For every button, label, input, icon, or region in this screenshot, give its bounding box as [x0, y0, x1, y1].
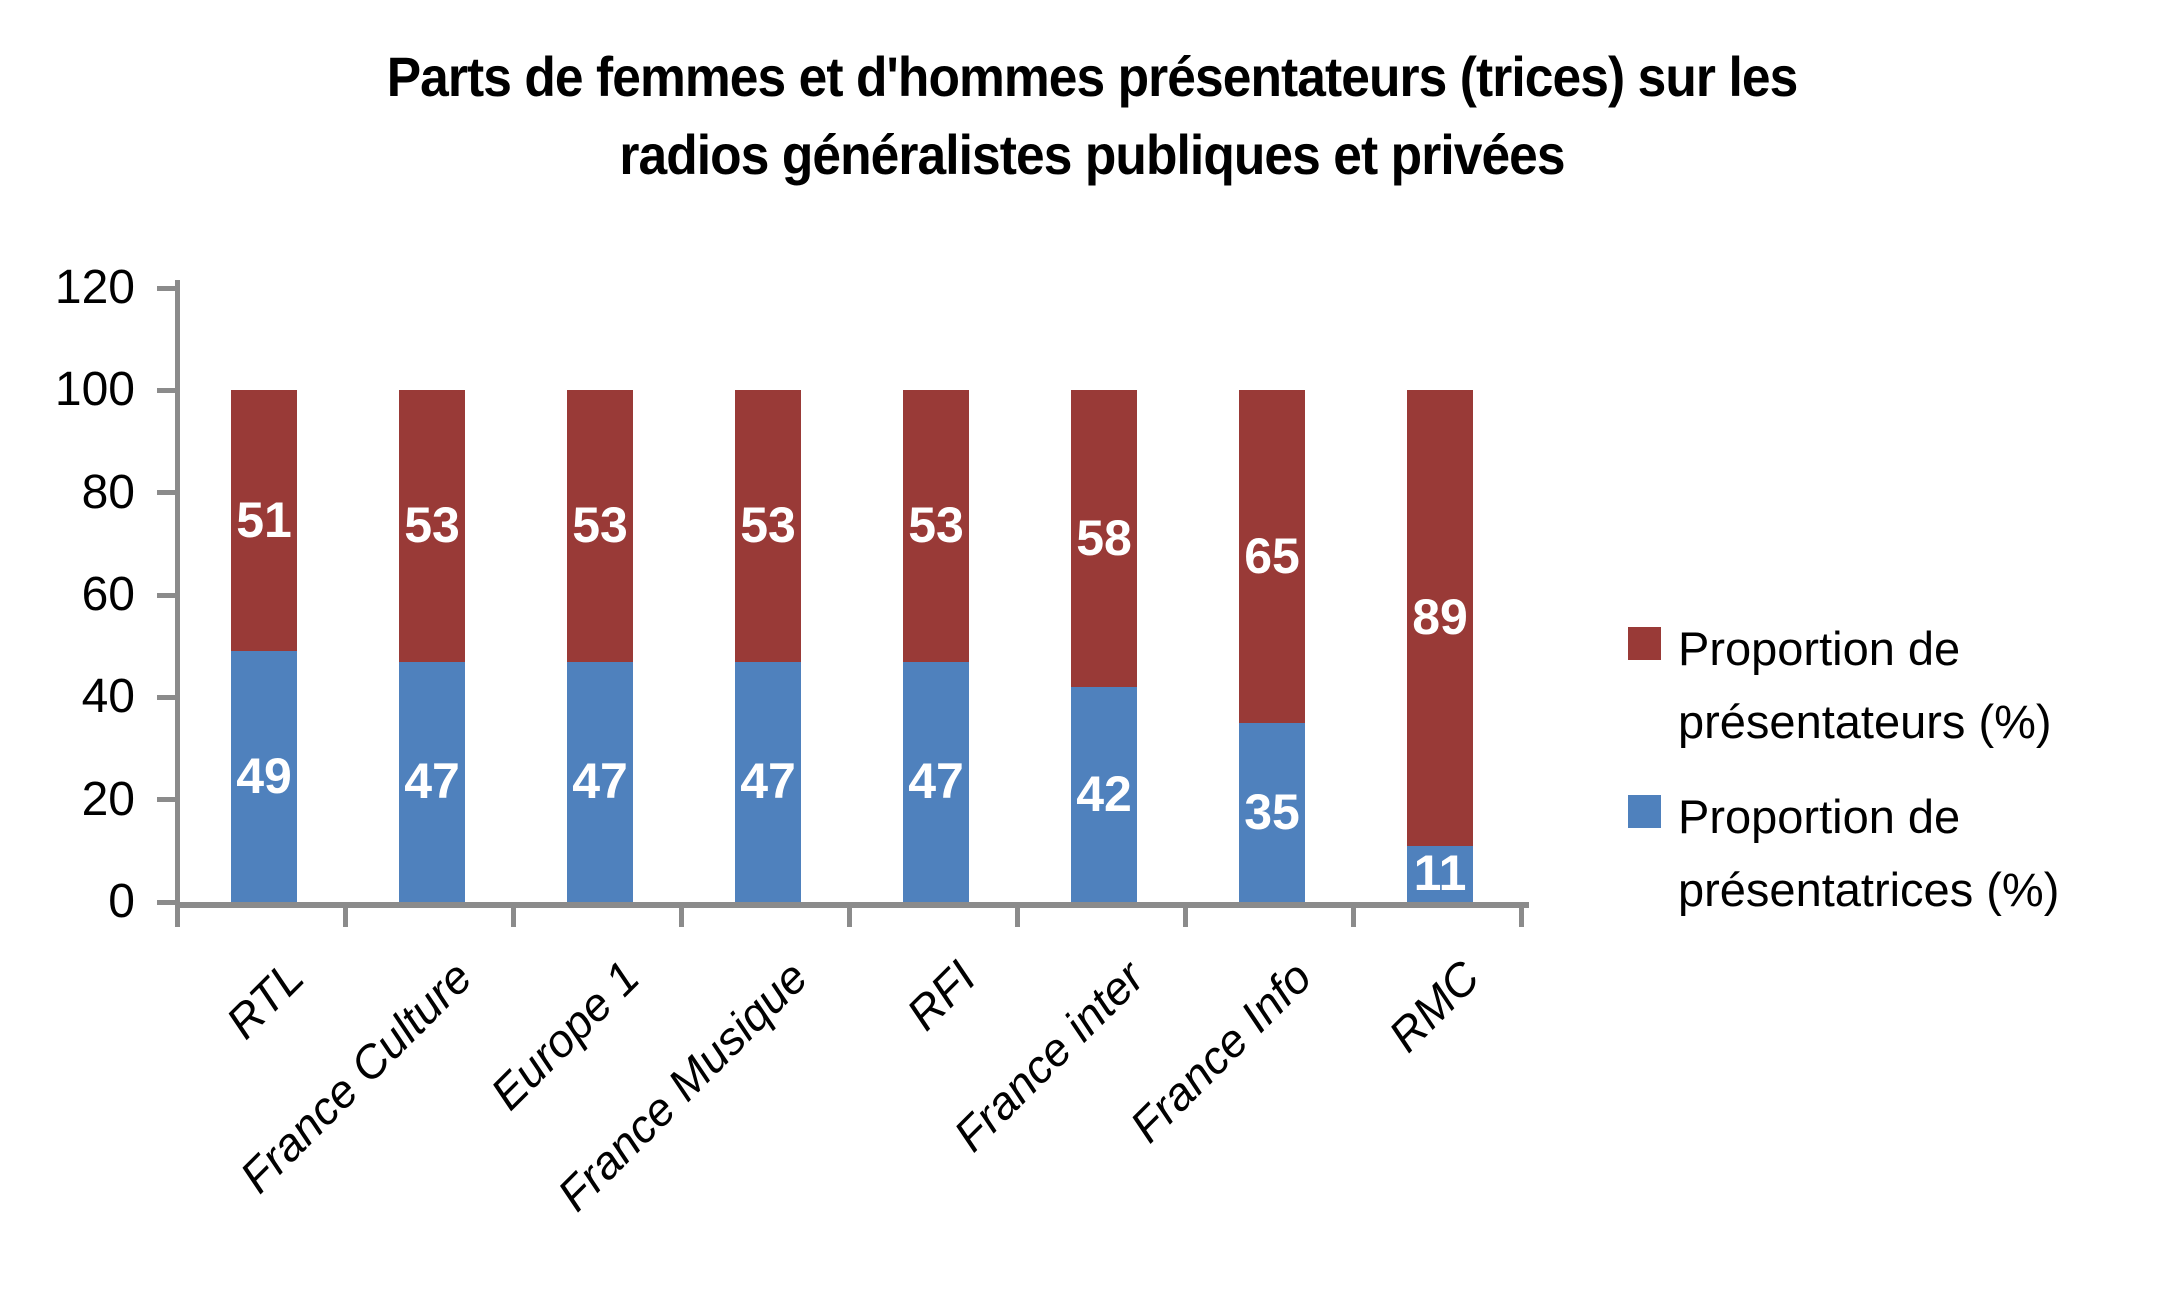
chart-title-line1: Parts de femmes et d'hommes présentateur… — [386, 45, 1799, 108]
legend-swatch-presentatrices — [1628, 795, 1661, 828]
bar-segment-presentateurs-france-info: 65 — [1239, 390, 1305, 723]
bar-france-culture: 53 47 — [399, 390, 465, 902]
bar-europe-1: 53 47 — [567, 390, 633, 902]
bar-value-label: 47 — [404, 753, 460, 809]
bar-france-inter: 58 42 — [1071, 390, 1137, 902]
y-axis-tick-0 — [157, 899, 175, 905]
x-axis-tick-7 — [1351, 908, 1356, 927]
chart-title-line2: radios généralistes publiques et privées — [619, 123, 1565, 186]
bar-rmc: 89 11 — [1407, 390, 1473, 902]
bar-value-label: 51 — [236, 492, 292, 549]
bar-segment-presentatrices-europe-1: 47 — [567, 661, 633, 902]
bar-value-label: 42 — [1076, 765, 1132, 822]
bar-value-label: 47 — [572, 753, 628, 809]
bar-segment-presentatrices-rmc: 11 — [1407, 845, 1473, 902]
y-axis-tick-label-40: 40 — [81, 670, 135, 724]
bar-segment-presentatrices-france-inter: 42 — [1071, 687, 1137, 902]
y-axis-tick-20 — [157, 797, 175, 803]
legend-label-presentatrices: Proportion de présentatrices (%) — [1678, 790, 2060, 916]
y-axis-line — [175, 280, 180, 920]
x-axis-label-rmc: RMC — [1378, 950, 1490, 1062]
bar-value-label: 58 — [1076, 509, 1132, 566]
legend-item-presentatrices: Proportion de présentatrices (%) — [1628, 780, 2138, 926]
legend: Proportion de présentateurs (%) Proporti… — [1628, 612, 2138, 948]
bar-segment-presentatrices-france-culture: 47 — [399, 661, 465, 902]
x-axis-tick-3 — [679, 908, 684, 927]
y-axis-tick-40 — [157, 694, 175, 700]
x-axis-tick-5 — [1015, 908, 1020, 927]
legend-label-presentateurs: Proportion de présentateurs (%) — [1678, 622, 2052, 748]
bar-segment-presentateurs-rfi: 53 — [903, 390, 969, 662]
bar-value-label: 11 — [1413, 845, 1467, 902]
y-axis-tick-label-100: 100 — [54, 363, 135, 417]
bar-value-label: 35 — [1244, 783, 1300, 840]
bar-segment-presentatrices-rfi: 47 — [903, 661, 969, 902]
y-axis-tick-label-0: 0 — [108, 875, 135, 928]
legend-swatch-presentateurs — [1628, 627, 1661, 660]
bar-value-label: 53 — [908, 497, 964, 554]
bar-segment-presentateurs-france-inter: 58 — [1071, 390, 1137, 688]
bar-segment-presentateurs-rmc: 89 — [1407, 390, 1473, 846]
y-axis-tick-100 — [157, 387, 175, 393]
x-axis-tick-6 — [1183, 908, 1188, 927]
x-axis-label-france-info: France Info — [1120, 950, 1322, 1153]
bar-value-label: 89 — [1412, 589, 1468, 646]
x-axis-label-rfi: RFI — [896, 950, 986, 1040]
bar-france-musique: 53 47 — [735, 390, 801, 902]
bar-segment-presentateurs-france-culture: 53 — [399, 390, 465, 662]
plot-area: 0 20 40 60 80 100 120 51 49 RTL 53 47 France Culture… — [55, 261, 1529, 1221]
y-axis-tick-80 — [157, 490, 175, 496]
x-axis-tick-0 — [175, 908, 180, 927]
bar-segment-presentateurs-rtl: 51 — [231, 390, 297, 652]
bar-segment-presentateurs-france-musique: 53 — [735, 390, 801, 662]
y-axis-tick-label-80: 80 — [81, 465, 135, 519]
y-axis-tick-label-20: 20 — [81, 772, 135, 826]
bar-value-label: 53 — [404, 497, 460, 554]
chart-title: Parts de femmes et d'hommes présentateur… — [87, 38, 2096, 194]
bar-value-label: 53 — [572, 497, 628, 554]
x-axis-tick-1 — [343, 908, 348, 927]
y-axis-tick-label-60: 60 — [81, 568, 135, 621]
y-axis-tick-60 — [157, 592, 175, 598]
x-axis-line — [175, 902, 1529, 908]
x-axis-tick-4 — [847, 908, 852, 927]
y-axis-tick-label-120: 120 — [54, 261, 135, 314]
bar-segment-presentateurs-europe-1: 53 — [567, 390, 633, 662]
x-axis-label-europe-1: Europe 1 — [480, 950, 650, 1120]
bar-value-label: 47 — [908, 753, 964, 809]
x-axis-label-rtl: RTL — [215, 950, 314, 1049]
bar-value-label: 49 — [236, 747, 292, 804]
bar-rtl: 51 49 — [231, 390, 297, 902]
x-axis-tick-2 — [511, 908, 516, 927]
bar-rfi: 53 47 — [903, 390, 969, 902]
bar-segment-presentatrices-france-musique: 47 — [735, 661, 801, 902]
bar-segment-presentatrices-france-info: 35 — [1239, 722, 1305, 902]
legend-item-presentateurs: Proportion de présentateurs (%) — [1628, 612, 2138, 758]
bar-value-label: 65 — [1244, 527, 1300, 584]
bar-france-info: 65 35 — [1239, 390, 1305, 902]
y-axis-tick-120 — [157, 285, 175, 291]
x-axis-tick-end — [1519, 908, 1524, 927]
bar-segment-presentatrices-rtl: 49 — [231, 651, 297, 902]
bar-value-label: 47 — [740, 753, 796, 809]
bar-value-label: 53 — [740, 497, 796, 554]
